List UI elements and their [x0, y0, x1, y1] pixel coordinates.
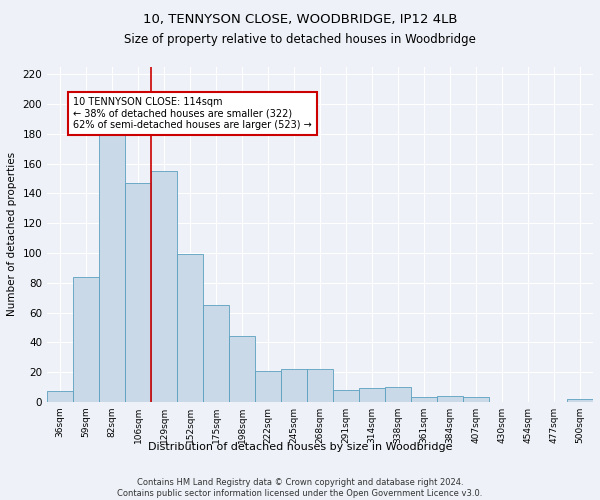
Text: 10, TENNYSON CLOSE, WOODBRIDGE, IP12 4LB: 10, TENNYSON CLOSE, WOODBRIDGE, IP12 4LB: [143, 12, 457, 26]
Bar: [411, 398, 437, 402]
Bar: [385, 387, 411, 402]
Bar: [359, 388, 385, 402]
Bar: [255, 370, 281, 402]
Bar: [73, 277, 99, 402]
Bar: [47, 392, 73, 402]
Text: Contains HM Land Registry data © Crown copyright and database right 2024.
Contai: Contains HM Land Registry data © Crown c…: [118, 478, 482, 498]
Bar: [151, 171, 177, 402]
Text: Distribution of detached houses by size in Woodbridge: Distribution of detached houses by size …: [148, 442, 452, 452]
Bar: [125, 183, 151, 402]
Text: 10 TENNYSON CLOSE: 114sqm
← 38% of detached houses are smaller (322)
62% of semi: 10 TENNYSON CLOSE: 114sqm ← 38% of detac…: [73, 96, 312, 130]
Bar: [437, 396, 463, 402]
Bar: [567, 399, 593, 402]
Text: Size of property relative to detached houses in Woodbridge: Size of property relative to detached ho…: [124, 32, 476, 46]
Bar: [281, 369, 307, 402]
Bar: [177, 254, 203, 402]
Bar: [463, 398, 489, 402]
Bar: [203, 305, 229, 402]
Y-axis label: Number of detached properties: Number of detached properties: [7, 152, 17, 316]
Bar: [333, 390, 359, 402]
Bar: [307, 369, 333, 402]
Bar: [99, 136, 125, 402]
Bar: [229, 336, 255, 402]
